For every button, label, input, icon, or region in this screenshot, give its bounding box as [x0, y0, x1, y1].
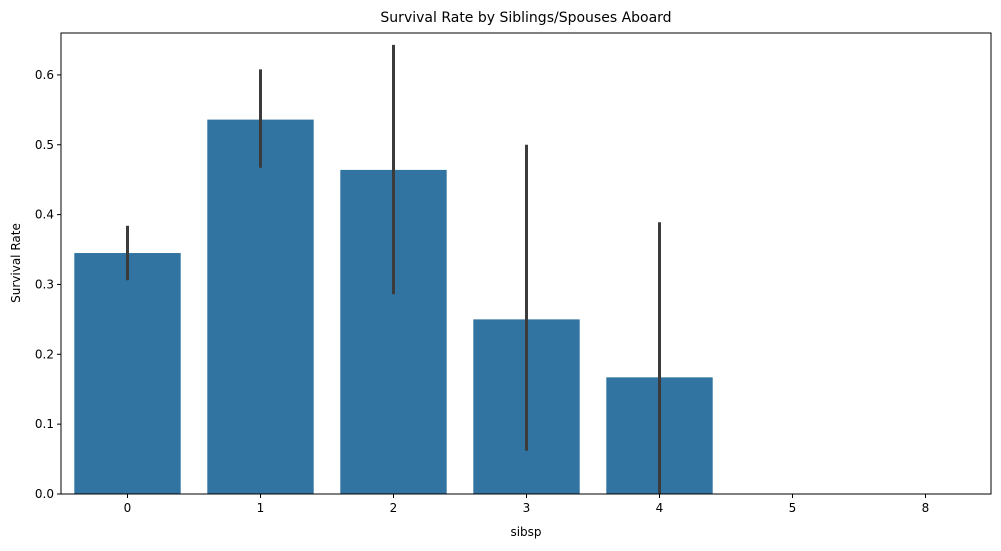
y-axis: 0.0 0.1 0.2 0.3 0.4 0.5 0.6	[35, 68, 61, 501]
x-axis-label: sibsp	[510, 525, 541, 539]
y-tick-label-0.2: 0.2	[35, 347, 54, 361]
x-axis: 0 1 2 3 4 5 8	[124, 494, 930, 515]
bar-1	[207, 119, 314, 494]
x-tick-label-1: 1	[257, 501, 265, 515]
y-tick-label-0.1: 0.1	[35, 417, 54, 431]
x-tick-label-3: 3	[523, 501, 531, 515]
x-tick-label-0: 0	[124, 501, 132, 515]
x-tick-label-2: 2	[390, 501, 398, 515]
y-axis-label: Survival Rate	[9, 223, 23, 303]
y-tick-label-0.0: 0.0	[35, 487, 54, 501]
bar-0	[74, 253, 181, 494]
x-tick-label-8: 8	[922, 501, 930, 515]
x-tick-label-5: 5	[789, 501, 797, 515]
chart-title: Survival Rate by Siblings/Spouses Aboard	[380, 10, 671, 26]
y-tick-label-0.3: 0.3	[35, 277, 54, 291]
y-tick-label-0.6: 0.6	[35, 68, 54, 82]
y-tick-label-0.4: 0.4	[35, 208, 54, 222]
y-tick-label-0.5: 0.5	[35, 138, 54, 152]
errorbars-group	[126, 44, 661, 494]
x-tick-label-4: 4	[656, 501, 664, 515]
